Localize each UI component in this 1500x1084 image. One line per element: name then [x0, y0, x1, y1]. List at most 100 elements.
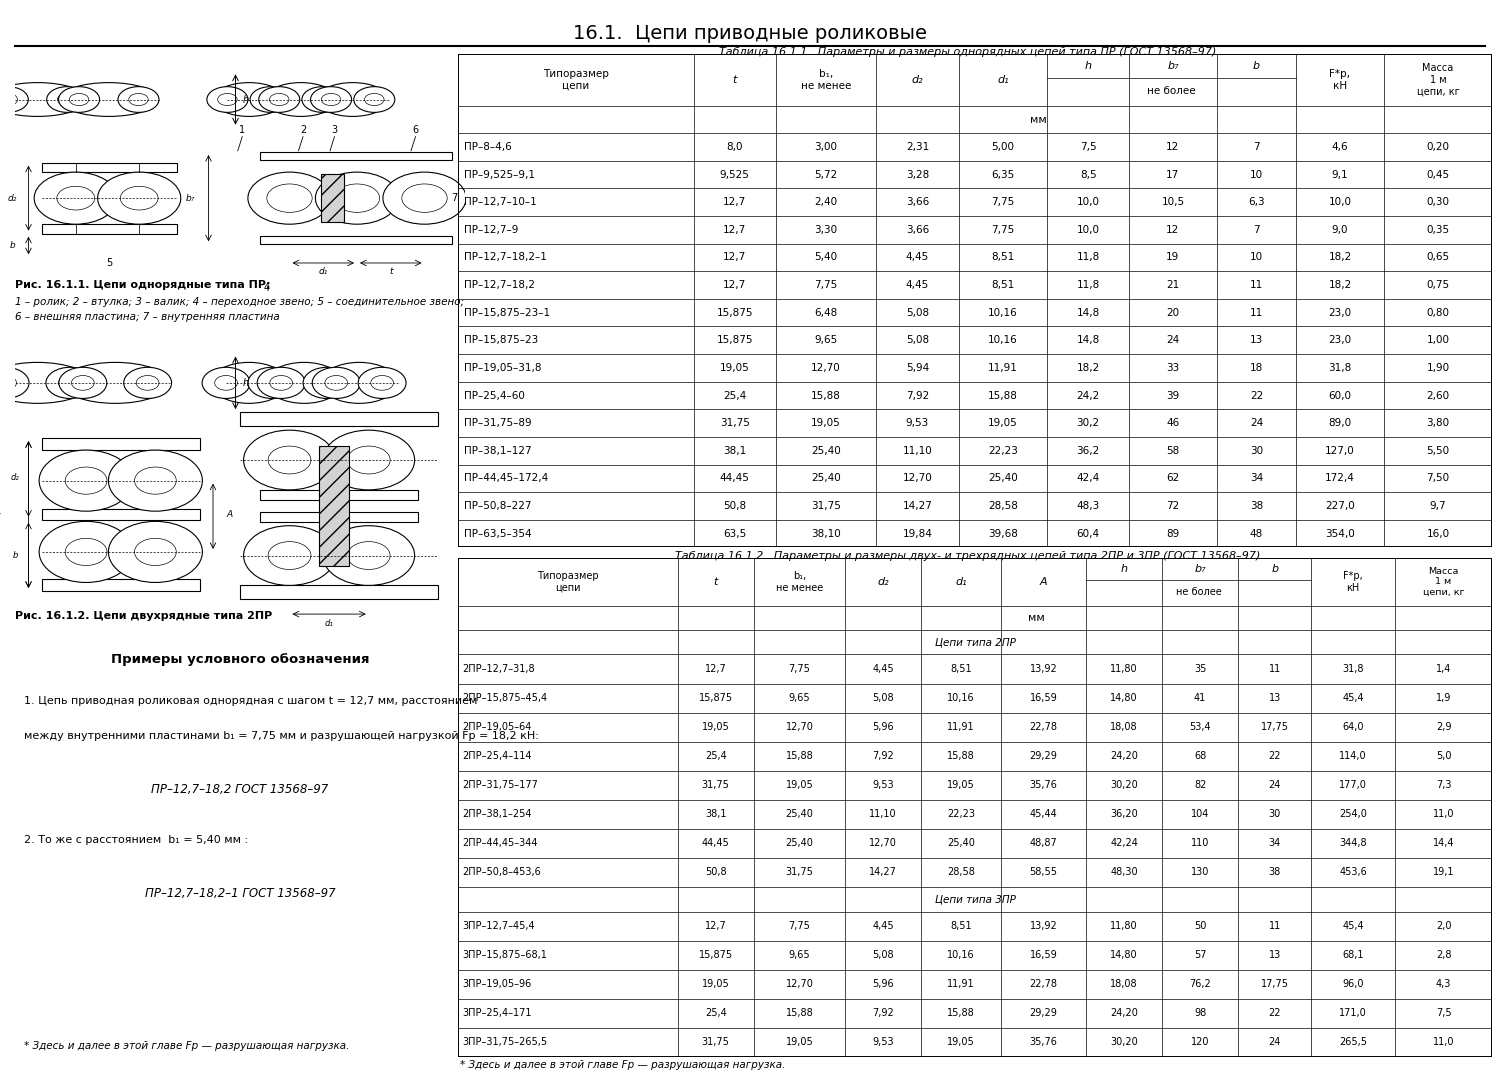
Text: 11,80: 11,80 [1110, 921, 1138, 931]
Text: 44,45: 44,45 [720, 474, 750, 483]
Text: 24: 24 [1167, 335, 1179, 346]
Text: мм: мм [1030, 115, 1047, 125]
Text: 22: 22 [1250, 390, 1263, 400]
Text: 68: 68 [1194, 751, 1206, 761]
Text: 7,92: 7,92 [873, 1008, 894, 1018]
Circle shape [321, 93, 340, 105]
Circle shape [58, 367, 106, 399]
Text: 10,16: 10,16 [988, 308, 1017, 318]
Text: t: t [732, 75, 736, 86]
Text: 2,60: 2,60 [1426, 390, 1449, 400]
Text: 30,20: 30,20 [1110, 1037, 1138, 1047]
Text: 23,0: 23,0 [1329, 308, 1352, 318]
Text: 227,0: 227,0 [1324, 501, 1354, 511]
Text: 11: 11 [1250, 280, 1263, 291]
Text: 0,20: 0,20 [1426, 142, 1449, 152]
Ellipse shape [62, 362, 170, 403]
Text: Типоразмер
цепи: Типоразмер цепи [537, 571, 598, 593]
Text: 5,96: 5,96 [873, 722, 894, 732]
Text: 453,6: 453,6 [1340, 867, 1366, 877]
Text: 12,7: 12,7 [723, 253, 747, 262]
Circle shape [267, 184, 312, 212]
Text: 7,92: 7,92 [906, 390, 928, 400]
Text: 14,80: 14,80 [1110, 693, 1138, 704]
Text: A: A [226, 511, 232, 519]
Text: ПР–9,525–9,1: ПР–9,525–9,1 [464, 169, 534, 180]
Text: 14,27: 14,27 [870, 867, 897, 877]
Text: 114,0: 114,0 [1340, 751, 1366, 761]
Bar [42, 224, 177, 234]
Text: 9,65: 9,65 [815, 335, 837, 346]
Text: 110: 110 [1191, 838, 1209, 849]
Circle shape [402, 184, 447, 212]
Circle shape [270, 93, 290, 105]
Text: 15,88: 15,88 [786, 1008, 813, 1018]
Text: 30: 30 [1250, 446, 1263, 455]
Text: 30,2: 30,2 [1077, 418, 1100, 428]
Text: d₂: d₂ [10, 473, 20, 481]
Text: 15,88: 15,88 [946, 751, 975, 761]
Text: 10,16: 10,16 [946, 951, 975, 960]
Text: 8,51: 8,51 [992, 253, 1014, 262]
Text: 13: 13 [1269, 693, 1281, 704]
Text: 10,0: 10,0 [1329, 197, 1352, 207]
Circle shape [46, 87, 87, 113]
Text: 3,28: 3,28 [906, 169, 928, 180]
Text: 24,2: 24,2 [1077, 390, 1100, 400]
Circle shape [0, 367, 28, 399]
Bar [320, 447, 350, 566]
Text: 10,16: 10,16 [988, 335, 1017, 346]
Text: 9,53: 9,53 [873, 780, 894, 790]
Text: 50,8: 50,8 [705, 867, 726, 877]
Text: 5,08: 5,08 [873, 951, 894, 960]
Text: 25,40: 25,40 [988, 474, 1017, 483]
Text: ПР–12,7–18,2: ПР–12,7–18,2 [464, 280, 534, 291]
Text: 22: 22 [1269, 751, 1281, 761]
Text: 82: 82 [1194, 780, 1206, 790]
Text: 12,7: 12,7 [723, 224, 747, 235]
Text: 344,8: 344,8 [1340, 838, 1366, 849]
Text: 16,59: 16,59 [1029, 951, 1057, 960]
Text: 9,0: 9,0 [1332, 224, 1348, 235]
Text: 2,31: 2,31 [906, 142, 928, 152]
Text: A: A [1040, 577, 1047, 586]
Text: 30: 30 [1269, 809, 1281, 820]
Text: b₇: b₇ [1167, 61, 1179, 70]
Text: 7,3: 7,3 [1436, 780, 1452, 790]
Text: 68,1: 68,1 [1342, 951, 1364, 960]
Text: 9,65: 9,65 [789, 951, 810, 960]
Text: 48,30: 48,30 [1110, 867, 1138, 877]
Text: 64,0: 64,0 [1342, 722, 1364, 732]
Text: 3ПР–15,875–68,1: 3ПР–15,875–68,1 [462, 951, 548, 960]
Text: 8,51: 8,51 [992, 280, 1014, 291]
Text: 19,05: 19,05 [946, 1037, 975, 1047]
Text: b: b [1252, 61, 1260, 70]
Text: 130: 130 [1191, 867, 1209, 877]
Text: 2ПР–12,7–31,8: 2ПР–12,7–31,8 [462, 664, 536, 674]
Text: b₇: b₇ [1194, 564, 1206, 573]
Text: b₁,
не менее: b₁, не менее [776, 571, 824, 593]
Text: d₁: d₁ [956, 577, 966, 586]
Circle shape [39, 450, 134, 512]
Text: b: b [1270, 564, 1278, 573]
Circle shape [261, 93, 280, 105]
Text: 254,0: 254,0 [1340, 809, 1366, 820]
Text: 46: 46 [1167, 418, 1179, 428]
Text: 1 – ролик; 2 – втулка; 3 – валик; 4 – переходное звено; 5 – соединительное звено: 1 – ролик; 2 – втулка; 3 – валик; 4 – пе… [15, 297, 464, 307]
Text: 33: 33 [1167, 363, 1179, 373]
Text: 11,0: 11,0 [1432, 1037, 1455, 1047]
Text: 15,88: 15,88 [812, 390, 842, 400]
Text: 45,4: 45,4 [1342, 921, 1364, 931]
Ellipse shape [213, 82, 285, 116]
Text: 30,20: 30,20 [1110, 780, 1138, 790]
Text: b₇: b₇ [186, 194, 195, 203]
Text: 42,4: 42,4 [1077, 474, 1100, 483]
Circle shape [256, 367, 304, 399]
Text: 3ПР–25,4–171: 3ПР–25,4–171 [462, 1008, 532, 1018]
Circle shape [258, 87, 300, 113]
Text: 24,20: 24,20 [1110, 1008, 1138, 1018]
Text: 63,5: 63,5 [723, 529, 747, 539]
Text: 9,1: 9,1 [1332, 169, 1348, 180]
Circle shape [123, 367, 171, 399]
Text: 3,30: 3,30 [815, 224, 837, 235]
